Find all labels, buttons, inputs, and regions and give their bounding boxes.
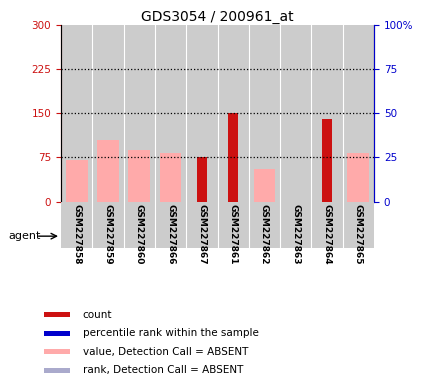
Text: control: control — [120, 231, 158, 241]
Bar — [155, 25, 186, 202]
Bar — [92, 25, 123, 202]
Bar — [248, 25, 279, 202]
Bar — [217, 225, 373, 248]
Bar — [61, 25, 92, 202]
Bar — [217, 202, 248, 248]
Text: GSM227865: GSM227865 — [353, 204, 362, 265]
Bar — [228, 113, 237, 202]
Text: GSM227864: GSM227864 — [322, 204, 331, 265]
Bar — [322, 119, 331, 202]
Text: agent: agent — [9, 231, 41, 241]
Bar — [279, 202, 311, 248]
Text: rank, Detection Call = ABSENT: rank, Detection Call = ABSENT — [82, 366, 243, 376]
Bar — [197, 157, 206, 202]
Text: percentile rank within the sample: percentile rank within the sample — [82, 328, 258, 338]
Bar — [66, 161, 87, 202]
Bar — [342, 25, 373, 202]
Bar — [342, 202, 373, 248]
Text: GSM227866: GSM227866 — [166, 204, 174, 265]
Text: GSM227859: GSM227859 — [103, 204, 112, 265]
Text: GSM227863: GSM227863 — [291, 204, 299, 265]
Text: count: count — [82, 310, 112, 320]
Bar — [128, 150, 150, 202]
Bar — [97, 140, 118, 202]
Bar — [123, 202, 155, 248]
Bar — [311, 25, 342, 202]
Text: GSM227861: GSM227861 — [228, 204, 237, 265]
Bar — [92, 202, 123, 248]
Bar — [61, 225, 217, 248]
Text: GSM227860: GSM227860 — [135, 204, 143, 264]
Text: GSM227867: GSM227867 — [197, 204, 206, 265]
Bar — [43, 312, 69, 317]
Bar — [155, 202, 186, 248]
Bar — [311, 202, 342, 248]
Bar — [43, 368, 69, 373]
Bar — [186, 25, 217, 202]
Bar — [347, 153, 368, 202]
Text: GSM227858: GSM227858 — [72, 204, 81, 265]
Text: value, Detection Call = ABSENT: value, Detection Call = ABSENT — [82, 347, 247, 357]
Bar — [159, 153, 181, 202]
Bar — [217, 25, 248, 202]
Bar — [186, 202, 217, 248]
Text: GSM227862: GSM227862 — [260, 204, 268, 265]
Bar — [248, 202, 279, 248]
Bar — [43, 349, 69, 354]
Bar — [279, 25, 311, 202]
Bar — [43, 331, 69, 336]
Title: GDS3054 / 200961_at: GDS3054 / 200961_at — [141, 10, 293, 24]
Bar — [123, 25, 155, 202]
Bar — [61, 202, 92, 248]
Text: cigarette smoke: cigarette smoke — [250, 231, 340, 241]
Bar — [253, 169, 275, 202]
